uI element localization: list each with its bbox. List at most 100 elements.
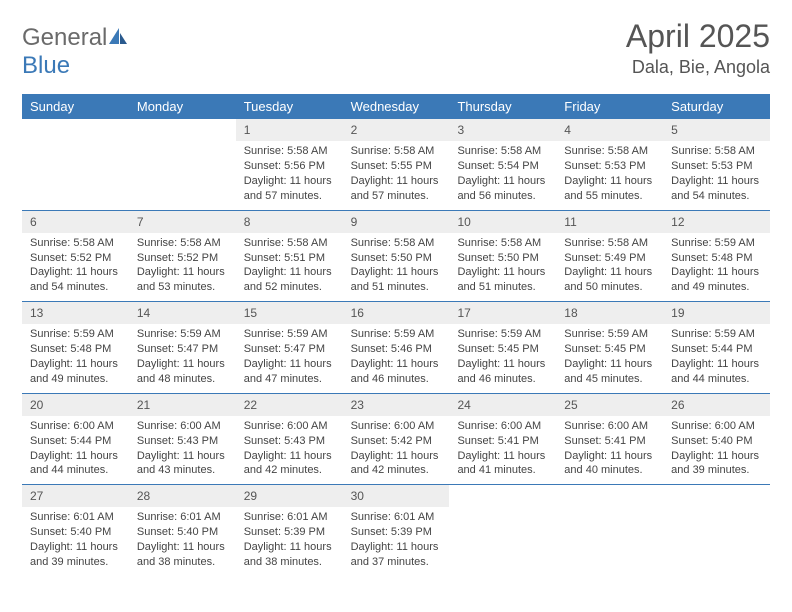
- day-body: Sunrise: 5:58 AMSunset: 5:55 PMDaylight:…: [343, 144, 450, 203]
- daylight-line: Daylight: 11 hours and 37 minutes.: [351, 540, 444, 570]
- sunset-line: Sunset: 5:56 PM: [244, 159, 337, 174]
- sunrise-line: Sunrise: 5:58 AM: [30, 236, 123, 251]
- daylight-line: Daylight: 11 hours and 49 minutes.: [671, 265, 764, 295]
- sunset-line: Sunset: 5:52 PM: [30, 251, 123, 266]
- sunrise-line: Sunrise: 5:58 AM: [351, 236, 444, 251]
- week-row: 20Sunrise: 6:00 AMSunset: 5:44 PMDayligh…: [22, 393, 770, 485]
- daylight-line: Daylight: 11 hours and 46 minutes.: [457, 357, 550, 387]
- day-body: Sunrise: 5:58 AMSunset: 5:53 PMDaylight:…: [556, 144, 663, 203]
- sunrise-line: Sunrise: 5:59 AM: [671, 327, 764, 342]
- sunrise-line: Sunrise: 6:01 AM: [30, 510, 123, 525]
- month-title: April 2025: [626, 18, 770, 55]
- daylight-line: Daylight: 11 hours and 57 minutes.: [244, 174, 337, 204]
- sunset-line: Sunset: 5:44 PM: [671, 342, 764, 357]
- sunrise-line: Sunrise: 6:00 AM: [671, 419, 764, 434]
- day-number: 30: [343, 485, 450, 507]
- daylight-line: Daylight: 11 hours and 43 minutes.: [137, 449, 230, 479]
- sunrise-line: Sunrise: 5:59 AM: [457, 327, 550, 342]
- day-body: Sunrise: 5:58 AMSunset: 5:53 PMDaylight:…: [663, 144, 770, 203]
- day-number: 7: [129, 211, 236, 233]
- daylight-line: Daylight: 11 hours and 56 minutes.: [457, 174, 550, 204]
- day-cell: 16Sunrise: 5:59 AMSunset: 5:46 PMDayligh…: [343, 302, 450, 393]
- day-number: 8: [236, 211, 343, 233]
- day-cell: 23Sunrise: 6:00 AMSunset: 5:42 PMDayligh…: [343, 394, 450, 485]
- sunrise-line: Sunrise: 5:59 AM: [351, 327, 444, 342]
- day-number: 2: [343, 119, 450, 141]
- sunrise-line: Sunrise: 5:58 AM: [137, 236, 230, 251]
- daylight-line: Daylight: 11 hours and 39 minutes.: [30, 540, 123, 570]
- day-body: Sunrise: 5:59 AMSunset: 5:45 PMDaylight:…: [556, 327, 663, 386]
- day-number: 29: [236, 485, 343, 507]
- sunrise-line: Sunrise: 5:59 AM: [244, 327, 337, 342]
- sail-icon: [108, 27, 128, 45]
- day-number: 28: [129, 485, 236, 507]
- daylight-line: Daylight: 11 hours and 52 minutes.: [244, 265, 337, 295]
- sunset-line: Sunset: 5:49 PM: [564, 251, 657, 266]
- day-number: 6: [22, 211, 129, 233]
- sunset-line: Sunset: 5:43 PM: [137, 434, 230, 449]
- daylight-line: Daylight: 11 hours and 44 minutes.: [671, 357, 764, 387]
- page-header: GeneralBlue April 2025 Dala, Bie, Angola: [22, 18, 770, 80]
- sunrise-line: Sunrise: 5:59 AM: [30, 327, 123, 342]
- week-row: 27Sunrise: 6:01 AMSunset: 5:40 PMDayligh…: [22, 484, 770, 576]
- sunset-line: Sunset: 5:40 PM: [30, 525, 123, 540]
- week-row: 1Sunrise: 5:58 AMSunset: 5:56 PMDaylight…: [22, 119, 770, 210]
- day-body: Sunrise: 6:00 AMSunset: 5:41 PMDaylight:…: [556, 419, 663, 478]
- sunset-line: Sunset: 5:41 PM: [457, 434, 550, 449]
- sunrise-line: Sunrise: 5:58 AM: [564, 236, 657, 251]
- sunset-line: Sunset: 5:39 PM: [244, 525, 337, 540]
- sunset-line: Sunset: 5:54 PM: [457, 159, 550, 174]
- day-number: 17: [449, 302, 556, 324]
- sunset-line: Sunset: 5:40 PM: [137, 525, 230, 540]
- day-cell: 24 Sunrise: 6:00 AMSunset: 5:41 PMDayligh…: [449, 394, 556, 485]
- day-number: 15: [236, 302, 343, 324]
- day-number: 22: [236, 394, 343, 416]
- sunrise-line: Sunrise: 5:59 AM: [564, 327, 657, 342]
- sunrise-line: Sunrise: 5:59 AM: [671, 236, 764, 251]
- sunrise-line: Sunrise: 5:58 AM: [457, 236, 550, 251]
- daylight-line: Daylight: 11 hours and 45 minutes.: [564, 357, 657, 387]
- day-cell: 17Sunrise: 5:59 AMSunset: 5:45 PMDayligh…: [449, 302, 556, 393]
- day-body: Sunrise: 5:59 AMSunset: 5:48 PMDaylight:…: [663, 236, 770, 295]
- sunrise-line: Sunrise: 6:00 AM: [457, 419, 550, 434]
- sunset-line: Sunset: 5:52 PM: [137, 251, 230, 266]
- day-body: Sunrise: 5:58 AMSunset: 5:54 PMDaylight:…: [449, 144, 556, 203]
- day-cell: 27Sunrise: 6:01 AMSunset: 5:40 PMDayligh…: [22, 485, 129, 576]
- daylight-line: Daylight: 11 hours and 54 minutes.: [30, 265, 123, 295]
- weekday-header: Friday: [556, 94, 663, 119]
- sunrise-line: Sunrise: 6:01 AM: [244, 510, 337, 525]
- day-number: 10: [449, 211, 556, 233]
- day-number: 12: [663, 211, 770, 233]
- day-body: Sunrise: 5:58 AMSunset: 5:50 PMDaylight:…: [343, 236, 450, 295]
- daylight-line: Daylight: 11 hours and 51 minutes.: [351, 265, 444, 295]
- day-cell: 3Sunrise: 5:58 AMSunset: 5:54 PMDaylight…: [449, 119, 556, 210]
- sunrise-line: Sunrise: 5:58 AM: [244, 236, 337, 251]
- day-number: 26: [663, 394, 770, 416]
- sunset-line: Sunset: 5:50 PM: [351, 251, 444, 266]
- day-number: 20: [22, 394, 129, 416]
- daylight-line: Daylight: 11 hours and 50 minutes.: [564, 265, 657, 295]
- sunrise-line: Sunrise: 6:00 AM: [351, 419, 444, 434]
- day-cell: 25Sunrise: 6:00 AMSunset: 5:41 PMDayligh…: [556, 394, 663, 485]
- brand-logo: GeneralBlue: [22, 18, 128, 80]
- day-number: 23: [343, 394, 450, 416]
- day-number: 4: [556, 119, 663, 141]
- day-number: 24: [449, 394, 556, 416]
- day-body: Sunrise: 6:01 AMSunset: 5:39 PMDaylight:…: [236, 510, 343, 569]
- daylight-line: Daylight: 11 hours and 51 minutes.: [457, 265, 550, 295]
- day-body: Sunrise: 6:00 AMSunset: 5:40 PMDaylight:…: [663, 419, 770, 478]
- calendar-weeks: 1Sunrise: 5:58 AMSunset: 5:56 PMDaylight…: [22, 119, 770, 576]
- brand-name-part1: General: [22, 24, 107, 51]
- day-cell: 21Sunrise: 6:00 AMSunset: 5:43 PMDayligh…: [129, 394, 236, 485]
- day-cell: [449, 485, 556, 576]
- sunset-line: Sunset: 5:47 PM: [137, 342, 230, 357]
- day-number: 9: [343, 211, 450, 233]
- day-body: Sunrise: 6:01 AMSunset: 5:40 PMDaylight:…: [129, 510, 236, 569]
- day-body: Sunrise: 6:00 AMSunset: 5:41 PMDaylight:…: [449, 419, 556, 478]
- sunset-line: Sunset: 5:51 PM: [244, 251, 337, 266]
- sunset-line: Sunset: 5:50 PM: [457, 251, 550, 266]
- day-cell: 2 Sunrise: 5:58 AMSunset: 5:55 PMDaylight…: [343, 119, 450, 210]
- day-number: 14: [129, 302, 236, 324]
- sunset-line: Sunset: 5:41 PM: [564, 434, 657, 449]
- daylight-line: Daylight: 11 hours and 46 minutes.: [351, 357, 444, 387]
